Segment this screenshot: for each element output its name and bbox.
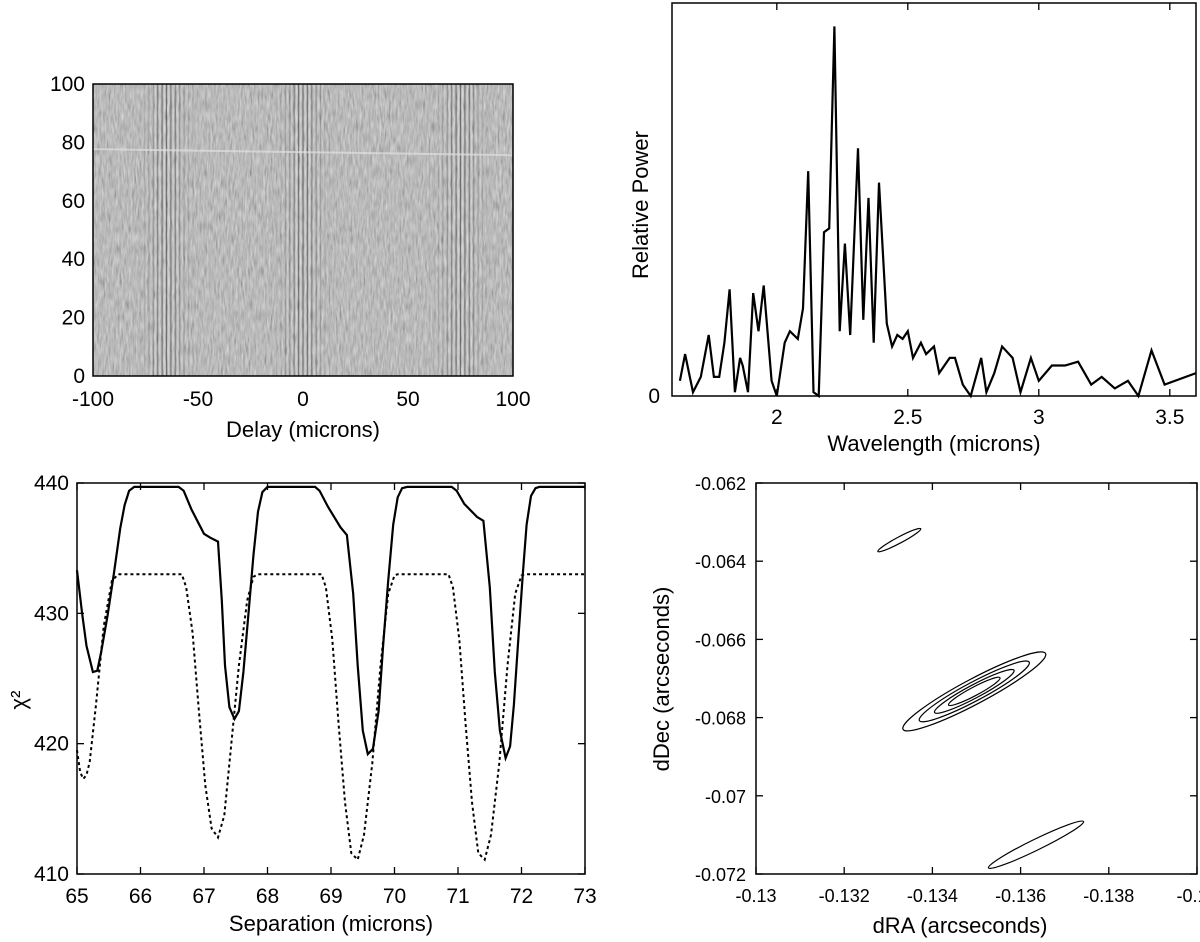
y-tick-label: 40 bbox=[62, 248, 85, 271]
y-tick-label: -0.068 bbox=[695, 709, 746, 729]
x-tick-label: 2 bbox=[771, 406, 783, 429]
contour-ellipse bbox=[947, 676, 1001, 707]
y-tick-label: 0 bbox=[648, 385, 660, 408]
x-tick-label: 100 bbox=[495, 388, 530, 411]
x-tick-label: 65 bbox=[65, 885, 88, 908]
contour-ellipse bbox=[902, 651, 1047, 732]
astrometry-contours bbox=[877, 527, 1085, 870]
contour-ellipse bbox=[877, 527, 922, 553]
y-tick-label: 430 bbox=[34, 602, 69, 625]
heatmap-glitch-line bbox=[93, 148, 513, 157]
astrometry-y-ticks: -0.072 -0.07 -0.068 -0.066 -0.064 -0.062 bbox=[695, 474, 1197, 885]
y-tick-label: -0.066 bbox=[695, 630, 746, 650]
power-spectrum-panel: 2 2.5 3 3.5 0 Wavelength (microns) Relative… bbox=[628, 2, 1197, 456]
delay-map-panel: -100 -50 0 50 100 0 20 40 60 80 100 Delay (micron… bbox=[50, 73, 531, 442]
spectrum-frame bbox=[671, 2, 1197, 397]
map-y-ticks: 0 20 40 60 80 100 bbox=[50, 73, 85, 388]
y-tick-label: -0.07 bbox=[705, 787, 746, 807]
contour-ellipse bbox=[933, 668, 1015, 714]
chi2-y-label: χ² bbox=[6, 691, 31, 710]
spectrum-x-ticks: 2 2.5 3 3.5 bbox=[771, 3, 1184, 429]
chi2-y-ticks: 410 420 430 440 bbox=[34, 472, 585, 886]
x-tick-label: -0.14 bbox=[1176, 886, 1200, 906]
y-tick-label: 420 bbox=[34, 733, 69, 756]
y-tick-label: -0.072 bbox=[695, 865, 746, 885]
x-tick-label: -0.138 bbox=[1083, 886, 1134, 906]
x-tick-label: 72 bbox=[510, 885, 533, 908]
chi2-x-ticks: 65 66 67 68 69 70 71 72 73 bbox=[65, 483, 597, 908]
astrometry-x-label: dRA (arcseconds) bbox=[873, 913, 1048, 938]
x-tick-label: 68 bbox=[256, 885, 279, 908]
map-x-label: Delay (microns) bbox=[226, 417, 380, 442]
spectrum-series-line bbox=[678, 26, 1197, 399]
x-tick-label: 71 bbox=[446, 885, 469, 908]
y-tick-label: -0.062 bbox=[695, 474, 746, 494]
x-tick-label: 67 bbox=[192, 885, 215, 908]
x-tick-label: 70 bbox=[383, 885, 406, 908]
y-tick-label: 100 bbox=[50, 73, 85, 96]
chi2-solid-series bbox=[75, 485, 585, 762]
x-tick-label: -50 bbox=[183, 388, 213, 411]
astrometry-x-ticks: -0.13 -0.132 -0.134 -0.136 -0.138 -0.14 bbox=[735, 483, 1200, 906]
y-tick-label: 80 bbox=[62, 131, 85, 154]
x-tick-label: 3.5 bbox=[1155, 406, 1184, 429]
y-tick-label: 410 bbox=[34, 863, 69, 886]
x-tick-label: -0.134 bbox=[907, 886, 958, 906]
x-tick-label: -0.13 bbox=[735, 886, 776, 906]
chi2-dotted-series bbox=[76, 573, 585, 862]
y-tick-label: 440 bbox=[34, 472, 69, 495]
x-tick-label: 3 bbox=[1033, 406, 1045, 429]
map-x-ticks: -100 -50 0 50 100 bbox=[72, 388, 531, 411]
spectrum-x-label: Wavelength (microns) bbox=[827, 431, 1040, 456]
x-tick-label: -0.132 bbox=[819, 886, 870, 906]
y-tick-label: -0.064 bbox=[695, 552, 746, 572]
x-tick-label: 2.5 bbox=[893, 406, 922, 429]
astrometry-y-label: dDec (arcseconds) bbox=[649, 587, 674, 772]
x-tick-label: -100 bbox=[72, 388, 114, 411]
spectrum-y-label: Relative Power bbox=[628, 131, 653, 279]
chi2-frame bbox=[76, 482, 586, 875]
y-tick-label: 60 bbox=[62, 190, 85, 213]
chi2-x-label: Separation (microns) bbox=[229, 911, 433, 936]
x-tick-label: 73 bbox=[573, 885, 596, 908]
x-tick-label: 50 bbox=[396, 388, 419, 411]
contour-ellipse bbox=[918, 660, 1030, 723]
chi2-scan-panel: 65 66 67 68 69 70 71 72 73 410 420 430 440 Separati… bbox=[6, 472, 597, 936]
astrometry-panel: -0.13 -0.132 -0.134 -0.136 -0.138 -0.14 -0.07… bbox=[649, 474, 1200, 938]
x-tick-label: 0 bbox=[297, 388, 309, 411]
spectrum-y-ticks: 0 bbox=[648, 385, 660, 408]
astrometry-frame bbox=[755, 482, 1198, 875]
contour-ellipse bbox=[987, 820, 1085, 870]
heatmap-fringes bbox=[139, 84, 488, 376]
y-tick-label: 20 bbox=[62, 307, 85, 330]
map-frame bbox=[92, 83, 514, 377]
x-tick-label: -0.136 bbox=[995, 886, 1046, 906]
y-tick-label: 0 bbox=[73, 365, 85, 388]
x-tick-label: 69 bbox=[319, 885, 342, 908]
x-tick-label: 66 bbox=[129, 885, 152, 908]
